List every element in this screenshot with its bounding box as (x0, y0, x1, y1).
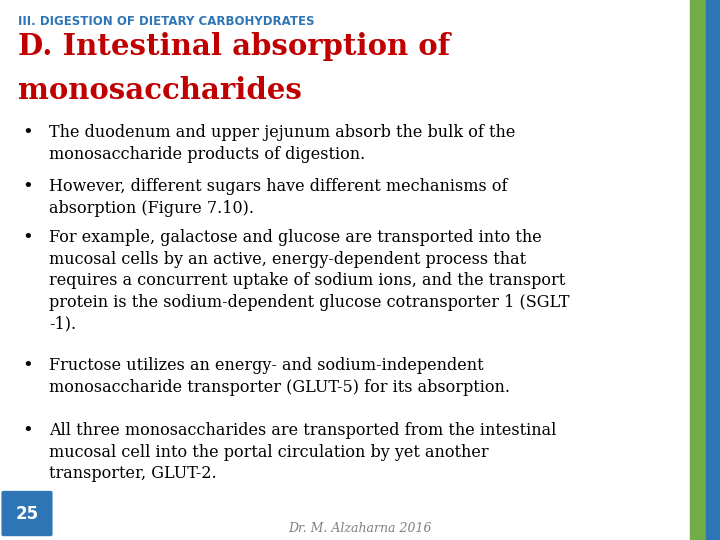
Text: Fructose utilizes an energy- and sodium-independent
monosaccharide transporter (: Fructose utilizes an energy- and sodium-… (49, 357, 510, 396)
FancyBboxPatch shape (1, 491, 53, 536)
Text: •: • (22, 422, 32, 440)
Text: •: • (22, 357, 32, 375)
Text: •: • (22, 229, 32, 247)
Text: D. Intestinal absorption of: D. Intestinal absorption of (18, 32, 450, 62)
Text: III. DIGESTION OF DIETARY CARBOHYDRATES: III. DIGESTION OF DIETARY CARBOHYDRATES (18, 15, 315, 28)
Bar (690, 0, 706, 540)
Text: However, different sugars have different mechanisms of
absorption (Figure 7.10).: However, different sugars have different… (49, 178, 508, 217)
Text: Dr. M. Alzaharna 2016: Dr. M. Alzaharna 2016 (288, 522, 432, 535)
Text: The duodenum and upper jejunum absorb the bulk of the
monosaccharide products of: The duodenum and upper jejunum absorb th… (49, 124, 516, 163)
Text: For example, galactose and glucose are transported into the
mucosal cells by an : For example, galactose and glucose are t… (49, 229, 570, 332)
Bar (706, 0, 720, 540)
Text: All three monosaccharides are transported from the intestinal
mucosal cell into : All three monosaccharides are transporte… (49, 422, 557, 482)
Text: •: • (22, 178, 32, 196)
Text: 25: 25 (15, 504, 39, 523)
Text: •: • (22, 124, 32, 142)
Text: monosaccharides: monosaccharides (18, 76, 302, 105)
